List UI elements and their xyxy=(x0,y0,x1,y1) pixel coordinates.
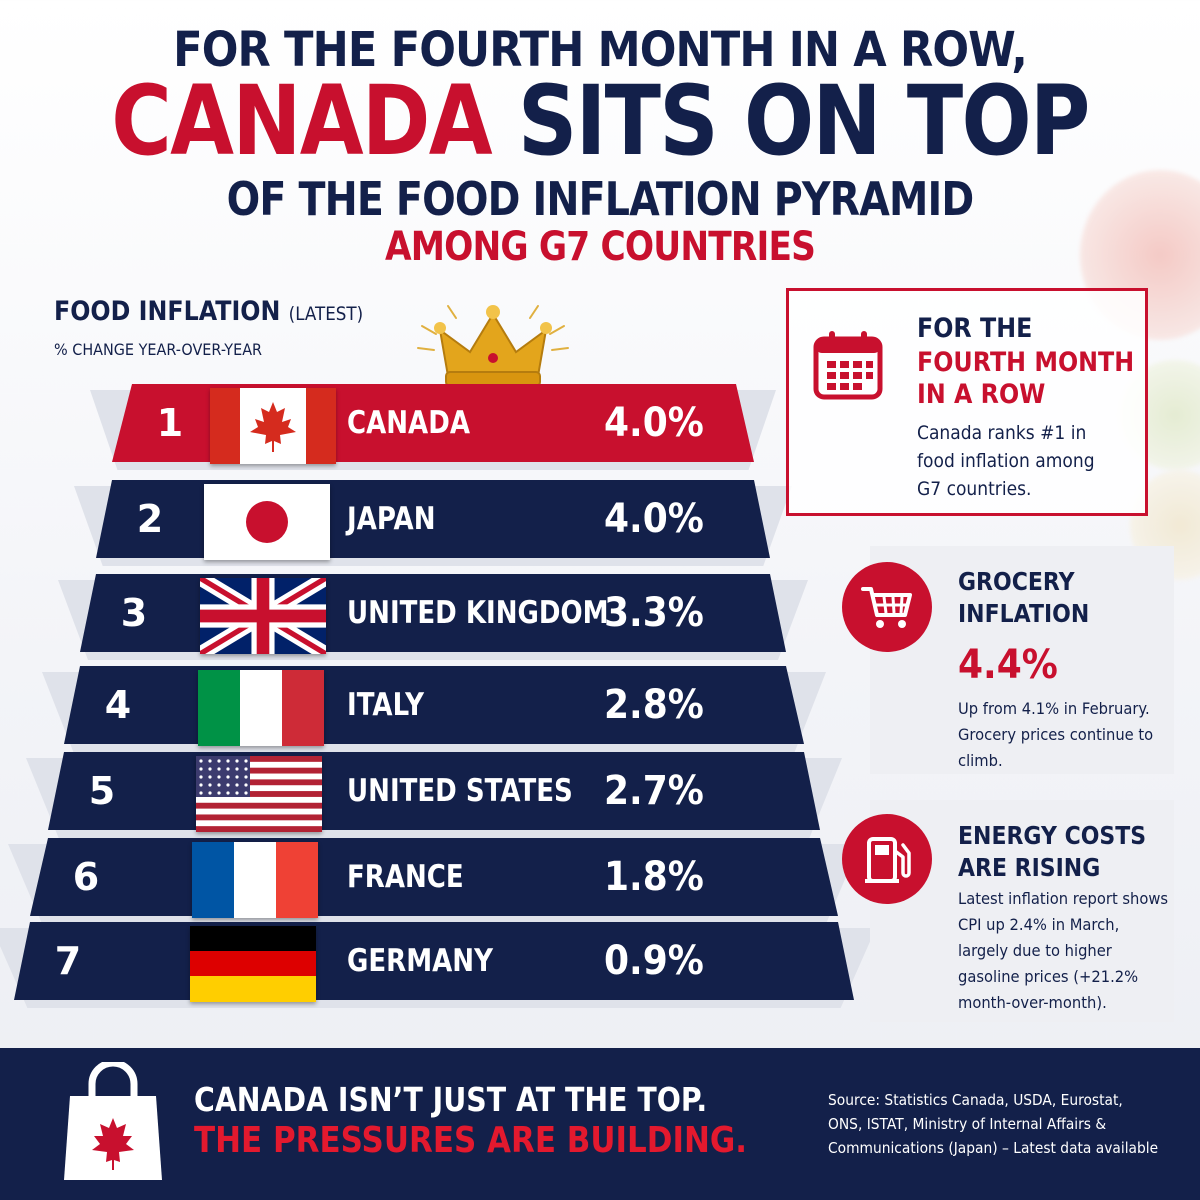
chart-bar-row: 6 FRANCE 1.8% xyxy=(8,838,860,924)
value-label: 2.7% xyxy=(604,768,704,814)
rank-number: 2 xyxy=(136,497,164,541)
headline-line-3: OF THE FOOD INFLATION PYRAMID xyxy=(226,172,975,226)
country-label: CANADA xyxy=(347,405,470,441)
card-title: ENERGY COSTS ARE RISING xyxy=(958,820,1146,884)
rank-number: 5 xyxy=(88,769,116,813)
headline-canada: CANADA xyxy=(111,65,492,177)
footer-line-2: THE PRESSURES ARE BUILDING. xyxy=(194,1120,748,1161)
country-label: UNITED STATES xyxy=(347,773,573,809)
value-label: 2.8% xyxy=(604,682,704,728)
fuel-pump-icon xyxy=(842,814,932,904)
value-label: 1.8% xyxy=(604,854,704,900)
value-label: 3.3% xyxy=(604,590,704,636)
country-label: UNITED KINGDOM xyxy=(347,595,609,631)
country-label: FRANCE xyxy=(347,859,464,895)
chart-subtitle: % CHANGE YEAR-OVER-YEAR xyxy=(54,340,263,359)
country-label: GERMANY xyxy=(347,943,493,979)
card-body: Latest inflation report shows CPI up 2.4… xyxy=(958,889,1169,1012)
chart-bar-row: 4 ITALY 2.8% xyxy=(42,666,826,752)
chart-bar-row: 7 GERMANY 0.9% xyxy=(0,922,876,1008)
card-body: Canada ranks #1 in food inflation among … xyxy=(917,422,1095,500)
chart-bar-row: 1 CANADA 4.0% xyxy=(90,384,776,470)
card-body: Up from 4.1% in February. Grocery prices… xyxy=(958,699,1154,770)
italy-flag-icon xyxy=(198,670,324,746)
shopping-bag-maple-icon xyxy=(64,1062,162,1180)
fourth-month-card: FOR THE FOURTH MONTH IN A ROW Canada ran… xyxy=(786,288,1148,516)
grocery-inflation-value: 4.4% xyxy=(958,642,1058,688)
rank-number: 3 xyxy=(120,591,148,635)
value-label: 4.0% xyxy=(604,400,704,446)
source-note: Source: Statistics Canada, USDA, Eurosta… xyxy=(828,1091,1159,1157)
footer-line-1: CANADA ISN’T JUST AT THE TOP. xyxy=(194,1080,708,1119)
chart-bar-row: 5 UNITED STATES 2.7% xyxy=(26,752,842,838)
card-title-red-line: IN A ROW xyxy=(917,379,1046,410)
france-flag-icon xyxy=(192,842,318,918)
headline-line-4: AMONG G7 COUNTRIES xyxy=(384,224,816,270)
chart-bar-row: 3 UNITED KINGDOM 3.3% xyxy=(58,574,808,660)
value-label: 0.9% xyxy=(604,938,704,984)
canada-flag-icon xyxy=(210,388,336,464)
value-label: 4.0% xyxy=(604,496,704,542)
rank-number: 4 xyxy=(104,683,132,727)
crown-icon xyxy=(417,305,569,387)
card-title-line: GROCERY xyxy=(958,567,1075,596)
chart-title-main: FOOD INFLATION xyxy=(54,296,281,327)
chart-title-suffix: (LATEST) xyxy=(288,303,364,325)
chart-title: FOOD INFLATION (LATEST) xyxy=(54,296,363,327)
chart-bar-row: 2 JAPAN 4.0% xyxy=(74,480,792,566)
usa-flag-icon xyxy=(196,756,322,832)
headline-sits-on-top: SITS ON TOP xyxy=(517,65,1091,177)
rank-number: 7 xyxy=(54,939,82,983)
grocery-inflation-card: GROCERY INFLATION 4.4% Up from 4.1% in F… xyxy=(870,546,1174,774)
card-title-red-line: FOURTH MONTH xyxy=(917,347,1135,378)
card-title-line: INFLATION xyxy=(958,599,1090,628)
card-title-line: ENERGY COSTS xyxy=(958,821,1147,850)
shopping-cart-icon xyxy=(842,562,932,652)
card-title: FOR THE xyxy=(917,313,1033,344)
calendar-icon xyxy=(813,331,883,400)
footer-banner: CANADA ISN’T JUST AT THE TOP. THE PRESSU… xyxy=(0,1048,1200,1200)
rank-number: 1 xyxy=(156,401,184,445)
uk-flag-icon xyxy=(200,578,326,654)
headline-line-2: CANADA SITS ON TOP xyxy=(84,66,1116,176)
germany-flag-icon xyxy=(190,926,316,1002)
card-title: GROCERY INFLATION xyxy=(958,566,1089,630)
rank-number: 6 xyxy=(72,855,100,899)
japan-flag-icon xyxy=(204,484,330,560)
country-label: JAPAN xyxy=(347,501,436,537)
card-title-red: FOURTH MONTH IN A ROW xyxy=(917,347,1134,411)
card-title-line: ARE RISING xyxy=(958,853,1101,882)
headline-line-1: FOR THE FOURTH MONTH IN A ROW, xyxy=(173,22,1028,78)
country-label: ITALY xyxy=(347,687,424,723)
